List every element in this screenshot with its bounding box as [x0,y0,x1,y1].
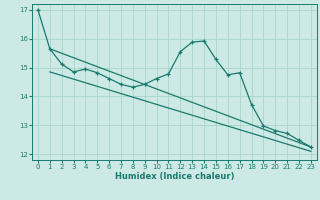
X-axis label: Humidex (Indice chaleur): Humidex (Indice chaleur) [115,172,234,181]
